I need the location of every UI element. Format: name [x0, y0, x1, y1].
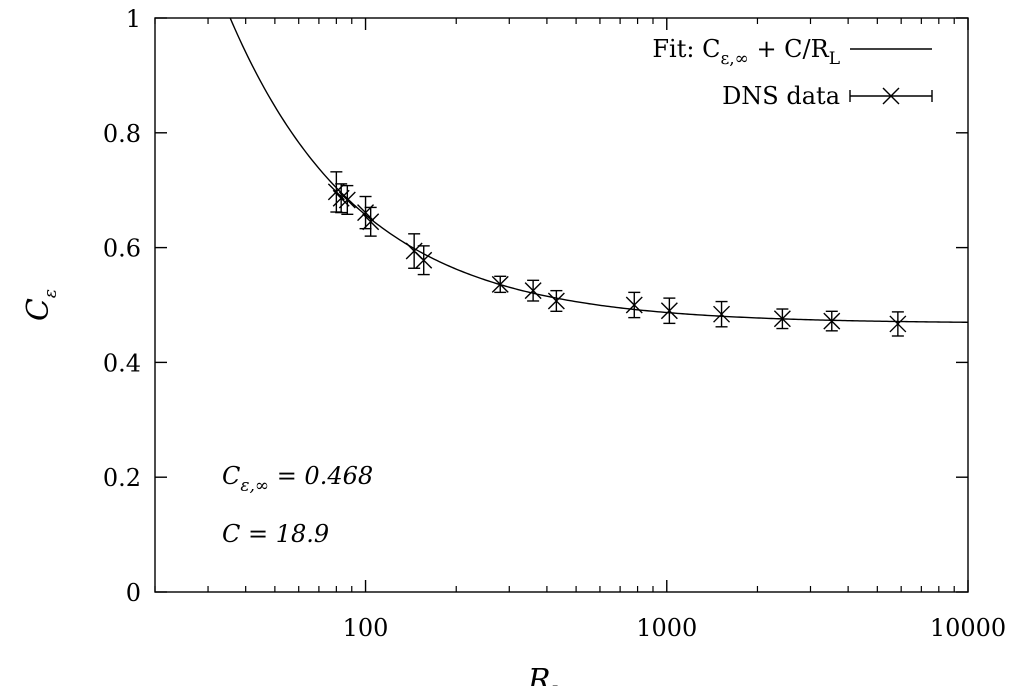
- x-tick-label: 1000: [636, 614, 697, 642]
- data-point: [338, 184, 356, 216]
- x-tick-label: 100: [343, 614, 389, 642]
- x-tick-label: 10000: [930, 614, 1006, 642]
- y-axis-label: Cε: [21, 289, 61, 321]
- data-point: [491, 275, 509, 294]
- data-point: [362, 206, 380, 237]
- legend: Fit: Cε,∞ + C/RL DNS data: [652, 35, 933, 110]
- x-axis-label: RL: [527, 663, 562, 686]
- legend-data-marker: [849, 87, 933, 105]
- axes-layer: [154, 17, 969, 593]
- fit-curve-layer: [229, 17, 969, 323]
- annotation-cinf: Cε,∞ = 0.468: [222, 462, 373, 496]
- data-points-layer: [327, 171, 907, 337]
- data-point: [773, 308, 791, 330]
- annotation-c: C = 18.9: [222, 520, 329, 548]
- tick-labels-layer: 0 0.2 0.4 0.6 0.8 1 100 1000 10000: [103, 5, 1006, 642]
- y-tick-label: 0.6: [103, 235, 141, 263]
- plot-frame: [154, 17, 969, 593]
- data-point: [889, 311, 907, 337]
- data-point: [660, 297, 678, 325]
- data-point: [524, 279, 542, 302]
- fit-curve: [229, 17, 969, 323]
- data-point: [332, 183, 350, 214]
- data-point: [823, 310, 841, 332]
- legend-data-label: DNS data: [722, 82, 840, 110]
- legend-fit-label: Fit: Cε,∞ + C/RL: [652, 35, 840, 69]
- data-point: [625, 291, 643, 319]
- y-tick-label: 0.4: [103, 349, 141, 377]
- y-tick-label: 1: [126, 5, 141, 33]
- y-tick-label: 0: [126, 579, 141, 607]
- y-tick-label: 0.8: [103, 120, 141, 148]
- data-point: [547, 289, 565, 313]
- y-tick-label: 0.2: [103, 464, 141, 492]
- data-point: [415, 245, 433, 276]
- data-point: [713, 300, 731, 328]
